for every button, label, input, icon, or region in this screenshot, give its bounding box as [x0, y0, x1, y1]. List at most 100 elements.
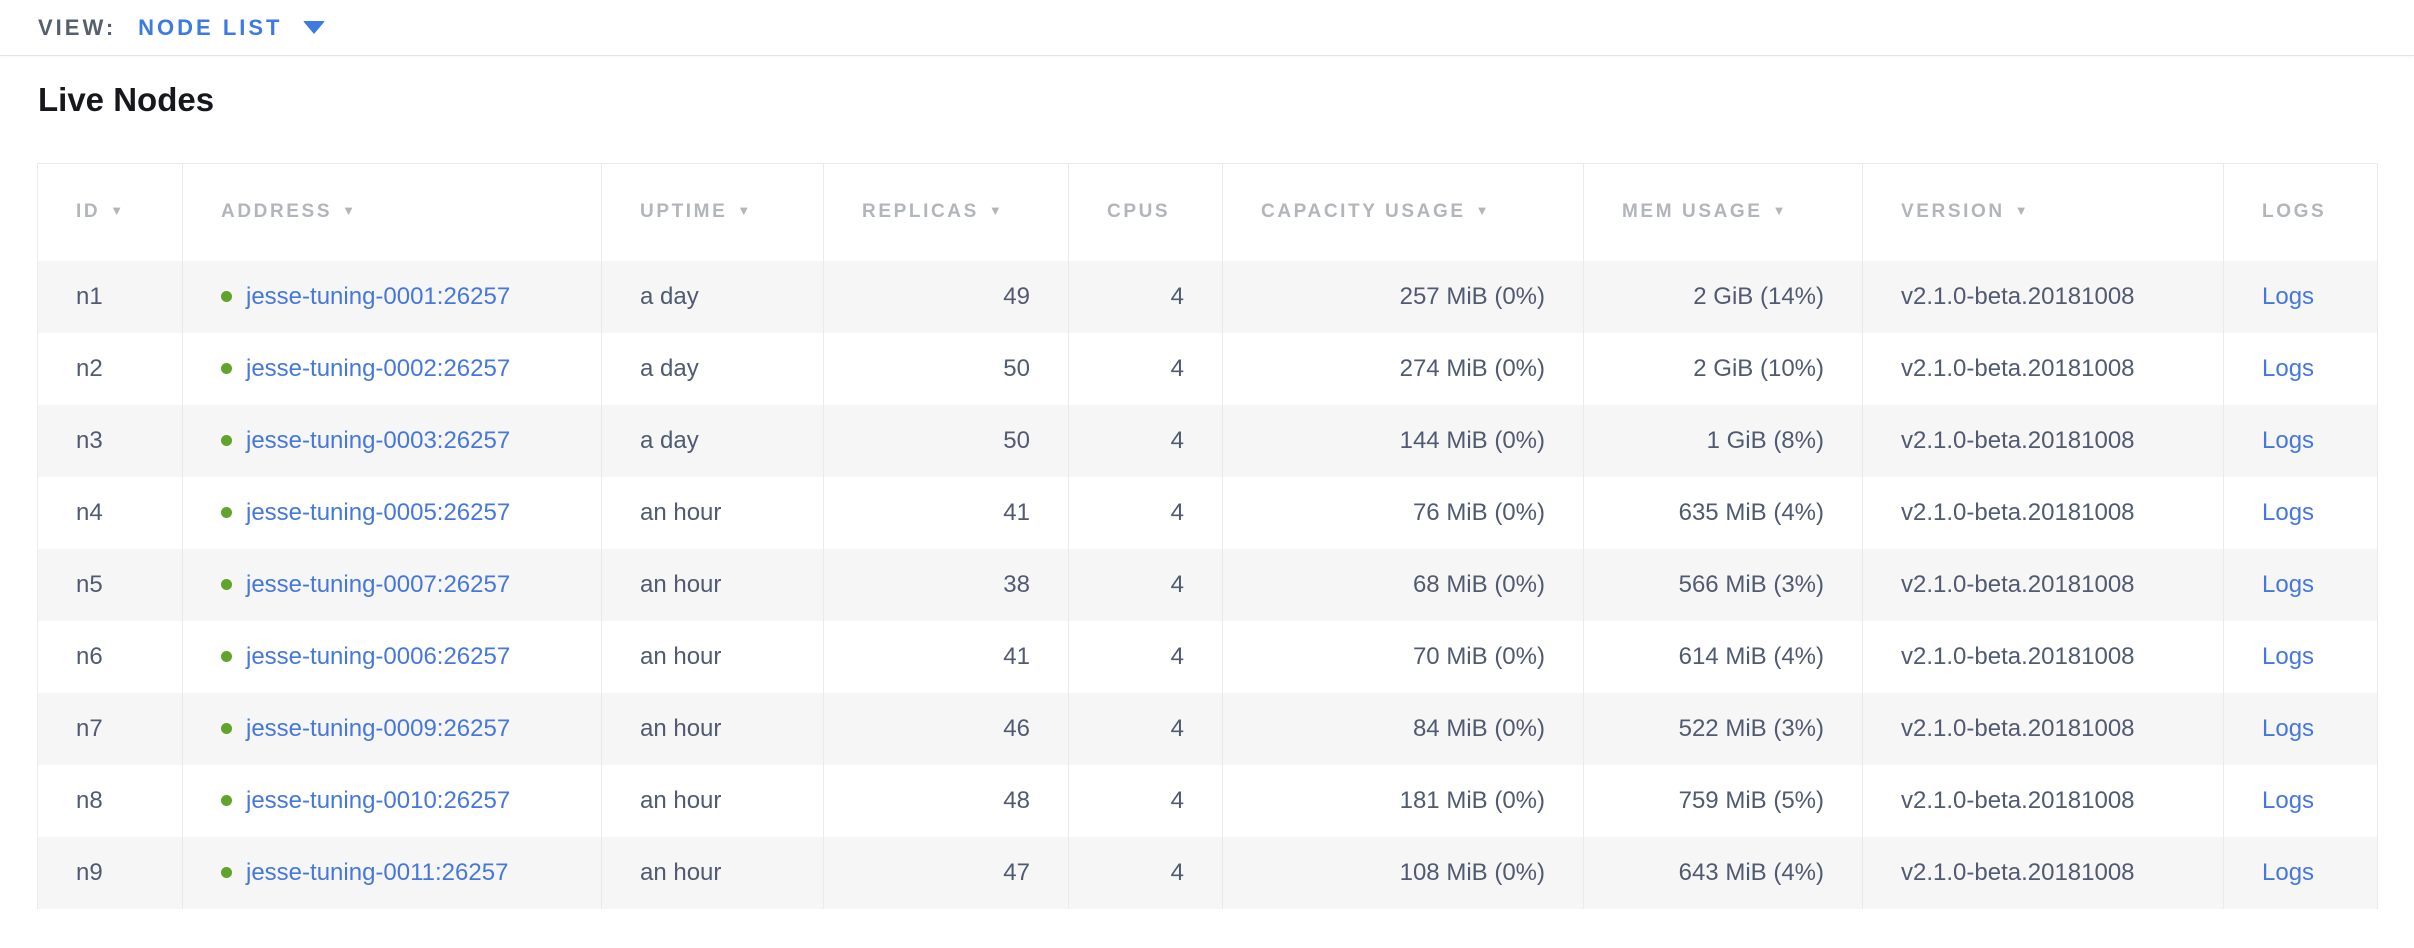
node-live-status-icon — [221, 794, 232, 806]
cell-capacity: 274 MiB (0%) — [1222, 332, 1584, 405]
cell-logs: Logs — [2223, 548, 2378, 621]
node-address-link[interactable]: jesse-tuning-0009:26257 — [246, 714, 511, 742]
node-address-link[interactable]: jesse-tuning-0001:26257 — [246, 282, 511, 310]
node-live-status-icon — [221, 650, 232, 662]
cell-version: v2.1.0-beta.20181008 — [1862, 692, 2224, 765]
column-header-logs: LOGS — [2223, 163, 2378, 261]
cell-capacity: 144 MiB (0%) — [1222, 404, 1584, 477]
node-address-link[interactable]: jesse-tuning-0002:26257 — [246, 354, 511, 382]
column-header-uptime[interactable]: UPTIME ▼ — [601, 163, 824, 261]
cell-id: n2 — [37, 332, 183, 405]
cell-capacity: 70 MiB (0%) — [1222, 620, 1584, 693]
cell-version: v2.1.0-beta.20181008 — [1862, 332, 2224, 405]
cell-uptime: an hour — [601, 836, 824, 909]
node-logs-link[interactable]: Logs — [2262, 570, 2315, 598]
column-header-label: ID — [76, 201, 101, 223]
node-address-link[interactable]: jesse-tuning-0003:26257 — [246, 426, 511, 454]
cell-capacity: 76 MiB (0%) — [1222, 476, 1584, 549]
node-logs-link[interactable]: Logs — [2262, 426, 2315, 454]
table-row: n7 jesse-tuning-0009:26257 an hour 46 4 84 Mi… — [37, 692, 2378, 765]
cell-logs: Logs — [2223, 764, 2378, 837]
cell-address: jesse-tuning-0007:26257 — [182, 548, 602, 621]
node-logs-link[interactable]: Logs — [2262, 858, 2315, 886]
node-logs-link[interactable]: Logs — [2262, 714, 2315, 742]
cell-uptime: an hour — [601, 692, 824, 765]
column-header-address[interactable]: ADDRESS ▼ — [182, 163, 602, 261]
cell-id: n6 — [37, 620, 183, 693]
view-selected-value: NODE LIST — [138, 14, 283, 40]
node-logs-link[interactable]: Logs — [2262, 354, 2315, 382]
sort-desc-icon: ▼ — [1772, 203, 1789, 219]
node-live-status-icon — [221, 506, 232, 518]
column-header-replicas[interactable]: REPLICAS ▼ — [823, 163, 1069, 261]
cell-logs: Logs — [2223, 404, 2378, 477]
table-row: n9 jesse-tuning-0011:26257 an hour 47 4 108 M… — [37, 836, 2378, 909]
cell-logs: Logs — [2223, 260, 2378, 333]
cell-version: v2.1.0-beta.20181008 — [1862, 836, 2224, 909]
cell-cpus: 4 — [1068, 764, 1223, 837]
cell-replicas: 47 — [823, 836, 1069, 909]
table-body: n1 jesse-tuning-0001:26257 a day 49 4 257 MiB… — [37, 260, 2378, 909]
sort-desc-icon: ▼ — [110, 203, 126, 219]
node-live-status-icon — [221, 434, 232, 446]
column-header-version[interactable]: VERSION ▼ — [1862, 163, 2224, 261]
cell-mem: 643 MiB (4%) — [1583, 836, 1863, 909]
column-header-mem[interactable]: MEM USAGE ▼ — [1583, 163, 1863, 261]
cell-uptime: an hour — [601, 764, 824, 837]
column-header-capacity[interactable]: CAPACITY USAGE ▼ — [1222, 163, 1584, 261]
cell-replicas: 50 — [823, 404, 1069, 477]
cell-cpus: 4 — [1068, 692, 1223, 765]
cell-logs: Logs — [2223, 332, 2378, 405]
table-row: n2 jesse-tuning-0002:26257 a day 50 4 274 MiB… — [37, 332, 2378, 405]
cell-uptime: an hour — [601, 476, 824, 549]
cell-version: v2.1.0-beta.20181008 — [1862, 764, 2224, 837]
view-label: VIEW: — [38, 14, 117, 40]
column-header-label: CPUS — [1107, 201, 1171, 223]
cell-cpus: 4 — [1068, 476, 1223, 549]
cell-logs: Logs — [2223, 620, 2378, 693]
cell-mem: 522 MiB (3%) — [1583, 692, 1863, 765]
cell-version: v2.1.0-beta.20181008 — [1862, 620, 2224, 693]
node-address-link[interactable]: jesse-tuning-0006:26257 — [246, 642, 511, 670]
cell-logs: Logs — [2223, 836, 2378, 909]
cell-mem: 614 MiB (4%) — [1583, 620, 1863, 693]
node-logs-link[interactable]: Logs — [2262, 786, 2315, 814]
node-address-link[interactable]: jesse-tuning-0007:26257 — [246, 570, 511, 598]
cell-version: v2.1.0-beta.20181008 — [1862, 476, 2224, 549]
node-address-link[interactable]: jesse-tuning-0010:26257 — [246, 786, 511, 814]
node-live-status-icon — [221, 290, 232, 302]
view-selector-dropdown[interactable]: NODE LIST — [138, 14, 325, 41]
cell-id: n4 — [37, 476, 183, 549]
cell-mem: 759 MiB (5%) — [1583, 764, 1863, 837]
table-header: ID ▼ ADDRESS ▼ UPTIME ▼ REPLICAS ▼ CPUS CAPACITY … — [37, 163, 2378, 261]
cell-uptime: a day — [601, 332, 824, 405]
cell-id: n5 — [37, 548, 183, 621]
live-nodes-table-container: ID ▼ ADDRESS ▼ UPTIME ▼ REPLICAS ▼ CPUS CAPACITY … — [37, 163, 2378, 909]
column-header-id[interactable]: ID ▼ — [37, 163, 183, 261]
live-nodes-table: ID ▼ ADDRESS ▼ UPTIME ▼ REPLICAS ▼ CPUS CAPACITY … — [37, 163, 2378, 909]
column-header-label: MEM USAGE — [1622, 201, 1763, 223]
cell-mem: 566 MiB (3%) — [1583, 548, 1863, 621]
node-live-status-icon — [221, 866, 232, 878]
cell-cpus: 4 — [1068, 548, 1223, 621]
node-logs-link[interactable]: Logs — [2262, 282, 2315, 310]
cell-cpus: 4 — [1068, 836, 1223, 909]
cell-version: v2.1.0-beta.20181008 — [1862, 548, 2224, 621]
cell-mem: 2 GiB (10%) — [1583, 332, 1863, 405]
column-header-label: VERSION — [1901, 201, 2005, 223]
node-address-link[interactable]: jesse-tuning-0011:26257 — [246, 858, 509, 886]
cell-id: n8 — [37, 764, 183, 837]
cell-uptime: an hour — [601, 620, 824, 693]
cell-replicas: 41 — [823, 620, 1069, 693]
cell-logs: Logs — [2223, 476, 2378, 549]
column-header-cpus[interactable]: CPUS — [1068, 163, 1223, 261]
node-logs-link[interactable]: Logs — [2262, 642, 2315, 670]
cell-cpus: 4 — [1068, 260, 1223, 333]
table-header-row: ID ▼ ADDRESS ▼ UPTIME ▼ REPLICAS ▼ CPUS CAPACITY … — [37, 163, 2378, 261]
table-row: n3 jesse-tuning-0003:26257 a day 50 4 144 MiB… — [37, 404, 2378, 477]
view-bar: VIEW: NODE LIST — [0, 0, 2414, 56]
node-address-link[interactable]: jesse-tuning-0005:26257 — [246, 498, 511, 526]
cell-version: v2.1.0-beta.20181008 — [1862, 260, 2224, 333]
node-logs-link[interactable]: Logs — [2262, 498, 2315, 526]
cell-replicas: 38 — [823, 548, 1069, 621]
